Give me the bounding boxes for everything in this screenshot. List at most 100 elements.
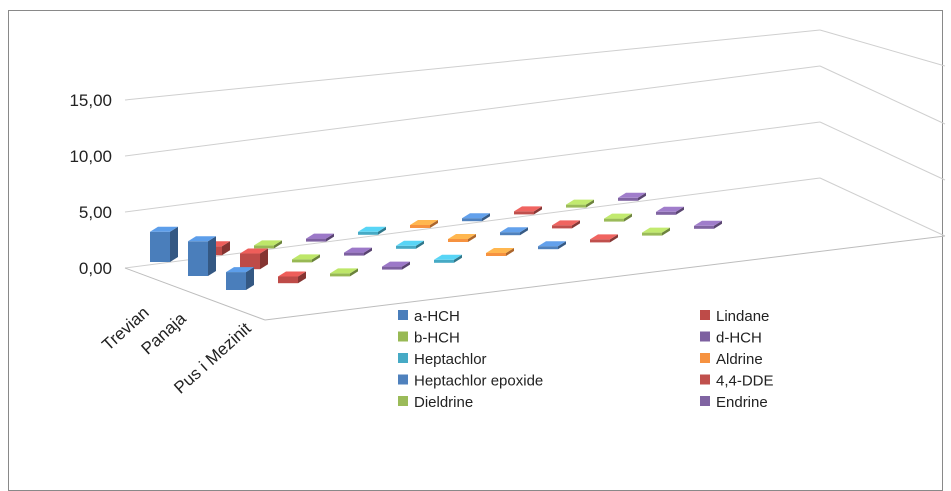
bar-4-4-dde-0 bbox=[514, 206, 542, 215]
bar-side bbox=[378, 226, 386, 235]
bar-side bbox=[482, 213, 490, 222]
bar-aldrine-1 bbox=[448, 234, 476, 242]
bar-front bbox=[396, 245, 416, 249]
bar-front bbox=[278, 276, 298, 284]
bar-front bbox=[150, 231, 170, 262]
bar-side bbox=[170, 226, 178, 262]
legend-label: Endrine bbox=[716, 394, 768, 411]
bar-side bbox=[610, 234, 618, 243]
gridline-right-5 bbox=[819, 121, 946, 181]
bar-top bbox=[604, 213, 632, 219]
bar-b-hch-2 bbox=[330, 268, 358, 277]
bar-top bbox=[330, 268, 358, 274]
bar-top bbox=[306, 233, 334, 239]
bar-front bbox=[448, 239, 468, 242]
bar-side bbox=[260, 248, 268, 270]
bar-top bbox=[188, 236, 216, 242]
legend-swatch bbox=[700, 310, 710, 320]
bar-side bbox=[454, 254, 462, 263]
bar-top bbox=[642, 227, 670, 233]
bar-front bbox=[358, 231, 378, 235]
gridlines bbox=[124, 29, 946, 321]
bar-side bbox=[402, 261, 410, 270]
bar-dieldrine-0 bbox=[566, 199, 594, 208]
bar-front bbox=[618, 197, 638, 201]
legend-swatch bbox=[398, 331, 408, 342]
bars bbox=[150, 192, 722, 290]
bar-b-hch-0 bbox=[254, 240, 282, 249]
bar-endrine-1 bbox=[656, 206, 684, 215]
bar-front bbox=[254, 245, 274, 249]
legend-label: b-HCH bbox=[414, 330, 460, 347]
bar-front bbox=[694, 225, 714, 229]
legend-swatch bbox=[700, 331, 710, 342]
bar-aldrine-0 bbox=[410, 220, 438, 228]
bar-top bbox=[538, 241, 566, 247]
y-tick-label: 15,00 bbox=[69, 91, 112, 110]
bar-front bbox=[514, 211, 534, 215]
bar-front bbox=[434, 259, 454, 263]
legend-swatch bbox=[398, 353, 408, 363]
legend-swatch bbox=[700, 353, 710, 363]
bar-endrine-0 bbox=[618, 192, 646, 201]
bar-4-4-dde-1 bbox=[552, 220, 580, 229]
legend-label: d-HCH bbox=[716, 330, 762, 347]
bar-front bbox=[226, 272, 246, 290]
bar-front bbox=[292, 259, 312, 263]
bar-front bbox=[330, 273, 350, 277]
y-axis: 0,00 5,00 10,00 15,00 bbox=[69, 91, 112, 278]
y-tick-label: 0,00 bbox=[79, 259, 112, 278]
bar-front bbox=[552, 225, 572, 229]
bar-side bbox=[586, 199, 594, 208]
bar-front bbox=[590, 239, 610, 243]
legend-label: Heptachlor epoxide bbox=[414, 373, 543, 390]
bar-front bbox=[656, 211, 676, 215]
bar-top bbox=[448, 234, 476, 239]
bar-side bbox=[676, 206, 684, 215]
bar-top bbox=[500, 227, 528, 233]
bar-front bbox=[642, 232, 662, 236]
bar-front bbox=[410, 225, 430, 228]
bar-front bbox=[382, 266, 402, 270]
bar-top bbox=[656, 206, 684, 212]
bar-top bbox=[694, 220, 722, 226]
bar-side bbox=[246, 267, 254, 290]
bar-top bbox=[358, 226, 386, 232]
floor-front-edge bbox=[124, 267, 266, 321]
bar-side bbox=[350, 268, 358, 277]
legend-swatch bbox=[398, 374, 408, 385]
bar-heptachlor-1 bbox=[396, 240, 424, 249]
bar-side bbox=[312, 254, 320, 263]
bar-endrine-2 bbox=[694, 220, 722, 229]
bar-top bbox=[150, 226, 178, 232]
bar-b-hch-1 bbox=[292, 254, 320, 263]
bar-dieldrine-2 bbox=[642, 227, 670, 236]
bar-top bbox=[254, 240, 282, 246]
bar-front bbox=[538, 246, 558, 250]
legend-swatch bbox=[398, 310, 408, 320]
bar-top bbox=[382, 261, 410, 267]
gridline-5 bbox=[124, 121, 821, 213]
gridline-10 bbox=[124, 65, 821, 157]
bar-front bbox=[462, 218, 482, 222]
bar-side bbox=[558, 241, 566, 250]
bar-side bbox=[714, 220, 722, 229]
legend-label: a-HCH bbox=[414, 308, 460, 325]
bar-front bbox=[240, 253, 260, 270]
bar-front bbox=[306, 238, 326, 242]
bar-top bbox=[462, 213, 490, 219]
bar-side bbox=[468, 234, 476, 242]
bar-side bbox=[624, 213, 632, 222]
bar-side bbox=[222, 241, 230, 256]
bar-side bbox=[326, 233, 334, 242]
bar-heptachlor-0 bbox=[358, 226, 386, 235]
bar-top bbox=[226, 267, 254, 273]
legend-swatch bbox=[700, 374, 710, 385]
bar-front bbox=[344, 252, 364, 256]
bar-dieldrine-1 bbox=[604, 213, 632, 222]
bar-aldrine-2 bbox=[486, 248, 514, 256]
bar-top bbox=[410, 220, 438, 225]
bar-top bbox=[486, 248, 514, 253]
